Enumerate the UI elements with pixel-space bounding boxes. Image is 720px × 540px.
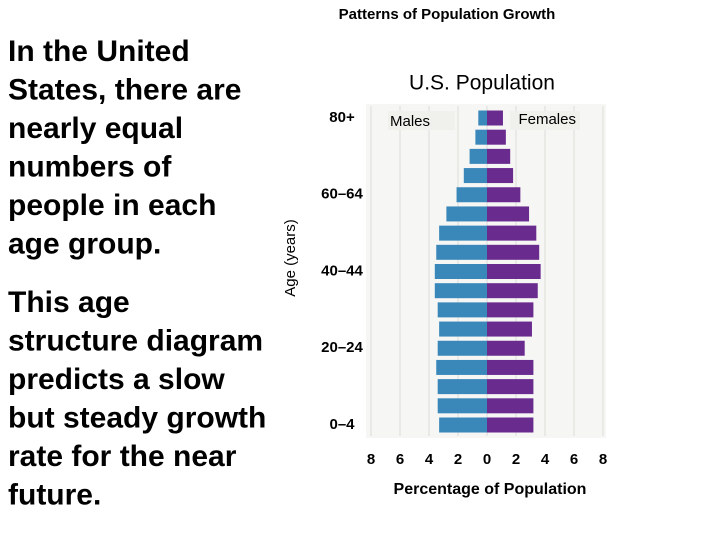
body-text: structure diagram [8,324,263,357]
bar [487,398,534,414]
chart-title: U.S. Population [409,72,555,95]
x-tick-label: 4 [425,451,434,468]
bar [487,417,534,433]
bar [487,302,534,318]
bar [439,321,487,337]
legend-box [510,111,580,130]
bar [439,417,487,433]
x-tick-label: 0 [483,451,491,468]
body-text: This age [8,286,130,319]
bar [436,359,487,375]
x-tick-label: 4 [541,451,550,468]
x-tick-label: 2 [454,451,462,468]
bar [487,244,540,260]
x-tick-label: 6 [570,451,578,468]
bar [439,225,487,241]
x-tick-label: 6 [396,451,404,468]
bar [487,148,511,164]
bar [437,340,487,356]
y-tick-label: 20–24 [321,339,363,356]
bar [446,206,487,222]
body-text: States, there are [8,73,241,106]
bar [487,206,530,222]
body-text: age group. [8,227,161,260]
bar [434,283,487,299]
body-text: people in each [8,189,216,222]
y-tick-label: 80+ [329,109,355,126]
bar [487,225,537,241]
bar [487,264,541,279]
bar [463,168,487,184]
body-text: predicts a slow [8,363,225,396]
body-text: numbers of [8,150,172,183]
bar [487,340,525,356]
bar [487,379,534,395]
slide-title: Patterns of Population Growth [339,6,556,23]
body-text: but steady growth [8,401,266,434]
x-axis-title: Percentage of Population [394,481,587,498]
bar [478,110,487,126]
bar [469,148,487,164]
bar [487,168,514,184]
bar [434,264,487,279]
bar [475,129,487,145]
bar [437,379,487,395]
x-tick-label: 2 [512,451,520,468]
y-tick-label: 0–4 [329,416,355,433]
bar [456,187,487,203]
bar [437,398,487,414]
x-tick-label: 8 [367,451,375,468]
body-text: In the United [8,35,190,68]
legend-label: Males [390,113,430,130]
bar [487,359,534,375]
body-text: rate for the near [8,440,237,473]
y-tick-label: 60–64 [321,186,363,203]
bar [436,244,487,260]
body-text: future. [8,478,101,511]
bar [487,283,538,299]
y-tick-label: 40–44 [321,262,363,279]
y-axis-title: Age (years) [282,219,299,297]
x-tick-label: 8 [599,451,607,468]
bar [487,187,521,203]
legend-box [388,111,455,130]
bar [487,110,503,126]
bar [487,129,506,145]
legend-label: Females [518,111,576,128]
bar [437,302,487,318]
body-text: nearly equal [8,112,183,145]
bar [487,321,532,337]
